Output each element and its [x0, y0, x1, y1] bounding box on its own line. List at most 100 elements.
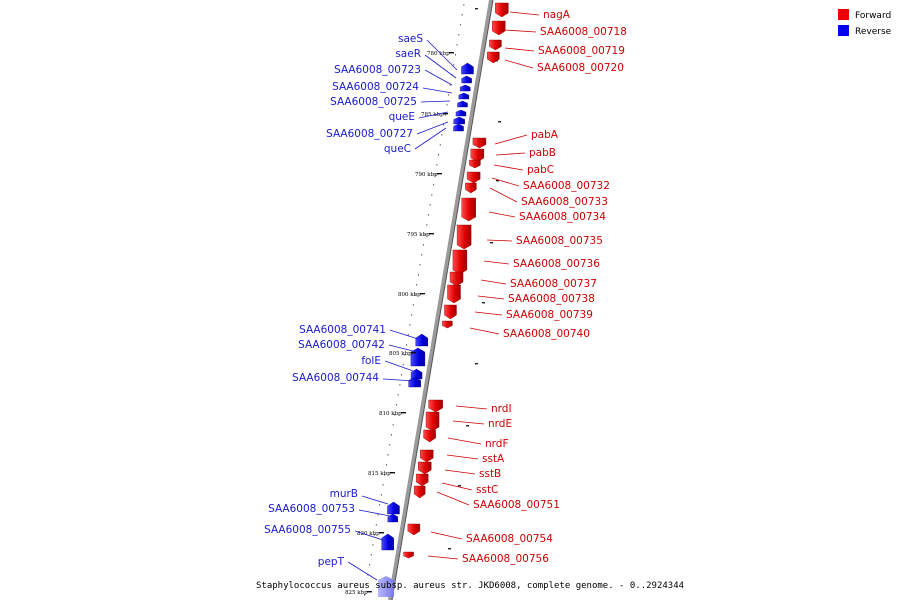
reverse-gene-block[interactable] [415, 333, 428, 347]
forward-gene-block[interactable] [428, 399, 443, 413]
forward-label-leader [469, 327, 500, 335]
reverse-gene-block[interactable] [453, 123, 464, 132]
track-dot [417, 274, 419, 276]
far-tick [475, 8, 478, 10]
track-dot [453, 64, 455, 66]
reverse-gene-label[interactable]: SAA6008_00724 [332, 81, 419, 93]
forward-gene-label[interactable]: SAA6008_00720 [537, 62, 624, 74]
forward-gene-block[interactable] [416, 473, 429, 487]
forward-gene-block[interactable] [423, 429, 436, 443]
forward-gene-block[interactable] [447, 284, 461, 304]
track-dot [399, 384, 401, 386]
forward-gene-block[interactable] [465, 182, 477, 194]
forward-gene-label[interactable]: pabB [529, 147, 556, 159]
reverse-gene-block[interactable] [461, 75, 472, 84]
reverse-gene-label[interactable]: queE [389, 111, 415, 123]
track-dot [375, 524, 377, 526]
forward-gene-label[interactable]: nrdF [485, 438, 509, 450]
forward-gene-label[interactable]: sstA [482, 453, 505, 465]
forward-gene-block[interactable] [425, 411, 440, 432]
forward-gene-block[interactable] [452, 249, 468, 275]
forward-gene-label[interactable]: SAA6008_00719 [538, 45, 625, 57]
track-dot [407, 334, 409, 336]
forward-gene-label[interactable]: SAA6008_00734 [519, 211, 606, 223]
forward-label-leader [444, 469, 476, 475]
reverse-gene-label[interactable]: murB [330, 488, 358, 500]
forward-gene-label[interactable]: SAA6008_00739 [506, 309, 593, 321]
forward-gene-label[interactable]: pabC [527, 164, 554, 176]
forward-gene-label[interactable]: SAA6008_00732 [523, 180, 610, 192]
forward-gene-label[interactable]: SAA6008_00751 [473, 499, 560, 511]
forward-gene-block[interactable] [403, 551, 414, 559]
reverse-gene-label[interactable]: queC [384, 143, 411, 155]
reverse-gene-label[interactable]: folE [361, 355, 381, 367]
forward-gene-label[interactable]: SAA6008_00735 [516, 235, 603, 247]
track-dot [416, 284, 418, 286]
forward-gene-block[interactable] [489, 39, 502, 51]
reverse-gene-label[interactable]: SAA6008_00741 [299, 324, 386, 336]
reverse-gene-block[interactable] [378, 576, 394, 597]
forward-gene-block[interactable] [466, 171, 481, 184]
forward-gene-label[interactable]: SAA6008_00754 [466, 533, 553, 545]
forward-gene-label[interactable]: SAA6008_00756 [462, 553, 549, 565]
legend-reverse-swatch [838, 25, 849, 36]
reverse-gene-label[interactable]: SAA6008_00755 [264, 524, 351, 536]
track-dot [441, 134, 443, 136]
reverse-gene-block[interactable] [458, 92, 470, 100]
track-dot [411, 314, 413, 316]
reverse-gene-label[interactable]: saeS [398, 33, 423, 45]
forward-label-leader [483, 260, 510, 265]
tick-label: 780 kbp [427, 51, 450, 57]
forward-gene-label[interactable]: SAA6008_00736 [513, 258, 600, 270]
forward-gene-label[interactable]: nrdE [488, 418, 512, 430]
forward-gene-block[interactable] [418, 461, 432, 475]
tick-label: 820 kbp [357, 531, 380, 537]
forward-gene-label[interactable]: nrdI [491, 403, 512, 415]
forward-label-leader [480, 279, 507, 285]
forward-label-leader [489, 187, 518, 203]
forward-gene-label[interactable]: SAA6008_00740 [503, 328, 590, 340]
forward-gene-label[interactable]: SAA6008_00738 [508, 293, 595, 305]
reverse-gene-label[interactable]: saeR [395, 48, 421, 60]
forward-gene-label[interactable]: SAA6008_00737 [510, 278, 597, 290]
forward-gene-block[interactable] [444, 304, 457, 320]
reverse-gene-block[interactable] [453, 116, 465, 125]
reverse-gene-block[interactable] [455, 109, 467, 117]
forward-gene-block[interactable] [487, 51, 500, 64]
forward-gene-block[interactable] [449, 271, 464, 287]
reverse-gene-block[interactable] [459, 84, 471, 92]
forward-gene-block[interactable] [495, 2, 509, 18]
reverse-gene-label[interactable]: SAA6008_00742 [298, 339, 385, 351]
forward-gene-label[interactable]: pabA [531, 129, 559, 141]
tick-mark [449, 52, 454, 54]
forward-gene-label[interactable]: sstC [476, 484, 498, 496]
reverse-gene-block[interactable] [457, 100, 468, 108]
forward-gene-block[interactable] [456, 224, 472, 250]
reverse-gene-label[interactable]: SAA6008_00727 [326, 128, 413, 140]
forward-gene-label[interactable]: nagA [543, 9, 571, 21]
legend-forward-label: Forward [855, 11, 891, 21]
forward-label-leader [441, 482, 473, 491]
forward-gene-block[interactable] [413, 485, 426, 499]
forward-gene-label[interactable]: SAA6008_00733 [521, 196, 608, 208]
reverse-gene-block[interactable] [381, 533, 394, 551]
reverse-gene-label[interactable]: SAA6008_00723 [334, 64, 421, 76]
forward-gene-block[interactable] [469, 159, 481, 169]
forward-gene-block[interactable] [420, 449, 434, 463]
forward-gene-block[interactable] [492, 20, 506, 36]
forward-gene-block[interactable] [407, 523, 421, 536]
reverse-gene-label[interactable]: SAA6008_00753 [268, 503, 355, 515]
forward-gene-block[interactable] [461, 197, 476, 222]
reverse-gene-label[interactable]: SAA6008_00725 [330, 96, 417, 108]
forward-gene-label[interactable]: sstB [479, 468, 501, 480]
reverse-gene-block[interactable] [387, 513, 399, 523]
reverse-label-leader [422, 87, 453, 94]
forward-gene-label[interactable]: SAA6008_00718 [540, 26, 627, 38]
reverse-gene-label[interactable]: pepT [318, 556, 345, 568]
forward-gene-block[interactable] [472, 137, 487, 149]
reverse-gene-label[interactable]: SAA6008_00744 [292, 372, 379, 384]
reverse-gene-block[interactable] [387, 501, 400, 515]
reverse-gene-block[interactable] [408, 376, 421, 388]
reverse-gene-block[interactable] [461, 62, 474, 75]
forward-gene-block[interactable] [442, 320, 453, 329]
